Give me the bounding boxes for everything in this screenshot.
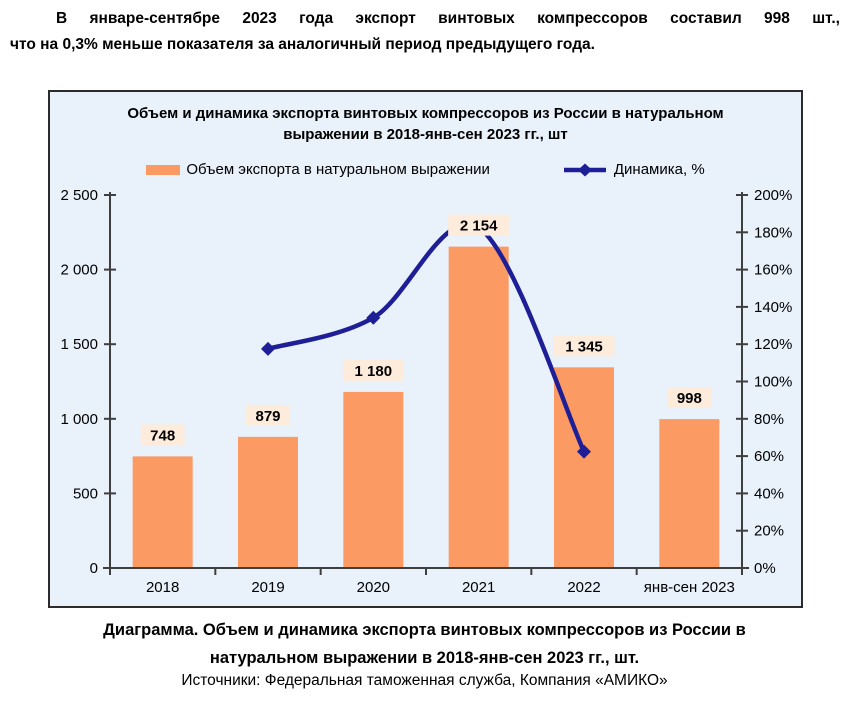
svg-text:140%: 140% (754, 299, 792, 316)
legend-label-export-volume: Объем экспорта в натуральном выражении (186, 161, 490, 178)
svg-text:879: 879 (255, 408, 280, 425)
svg-text:120%: 120% (754, 336, 792, 353)
svg-text:60%: 60% (754, 448, 784, 465)
svg-text:2020: 2020 (357, 579, 390, 596)
svg-text:160%: 160% (754, 262, 792, 279)
svg-text:2 000: 2 000 (60, 262, 98, 279)
svg-text:2021: 2021 (462, 579, 495, 596)
svg-text:1 180: 1 180 (355, 363, 393, 380)
legend-item-export-volume: Объем экспорта в натуральном выражении (146, 161, 490, 178)
figure-caption-text: Диаграмма. Объем и динамика экспорта вин… (103, 621, 746, 667)
legend-item-dynamics: Динамика, % (562, 161, 705, 178)
svg-text:200%: 200% (754, 187, 792, 204)
svg-text:80%: 80% (754, 411, 784, 428)
svg-text:2 500: 2 500 (60, 187, 98, 204)
svg-text:2019: 2019 (251, 579, 284, 596)
svg-text:2 154: 2 154 (460, 218, 498, 235)
intro-paragraph: В январе-сентябре 2023 года экспорт винт… (10, 6, 840, 58)
svg-text:20%: 20% (754, 523, 784, 540)
line-swatch-icon (562, 163, 608, 177)
svg-text:998: 998 (677, 390, 702, 407)
intro-line-1: В январе-сентябре 2023 года экспорт винт… (56, 10, 840, 27)
svg-text:1 345: 1 345 (565, 338, 603, 355)
bar-swatch-icon (146, 164, 181, 175)
chart-container: Объем и динамика экспорта винтовых компр… (48, 90, 803, 608)
svg-text:янв-сен 2023: янв-сен 2023 (644, 579, 735, 596)
svg-text:100%: 100% (754, 374, 792, 391)
chart-legend: Объем экспорта в натуральном выражении Д… (50, 161, 801, 178)
svg-text:1 500: 1 500 (60, 336, 98, 353)
sources-line: Источники: Федеральная таможенная служба… (181, 672, 668, 689)
svg-text:180%: 180% (754, 224, 792, 241)
svg-text:0%: 0% (754, 560, 776, 577)
legend-label-dynamics: Динамика, % (613, 161, 705, 178)
svg-text:2022: 2022 (567, 579, 600, 596)
svg-text:1 000: 1 000 (60, 411, 98, 428)
svg-text:2018: 2018 (146, 579, 179, 596)
svg-text:40%: 40% (754, 485, 784, 502)
figure-caption: Диаграмма. Объем и динамика экспорта вин… (0, 616, 849, 672)
intro-line-2: что на 0,3% меньше показателя за аналоги… (10, 36, 595, 53)
svg-text:500: 500 (73, 485, 98, 502)
svg-text:748: 748 (150, 427, 175, 444)
svg-text:0: 0 (90, 560, 98, 577)
chart-title: Объем и динамика экспорта винтовых компр… (127, 105, 724, 143)
